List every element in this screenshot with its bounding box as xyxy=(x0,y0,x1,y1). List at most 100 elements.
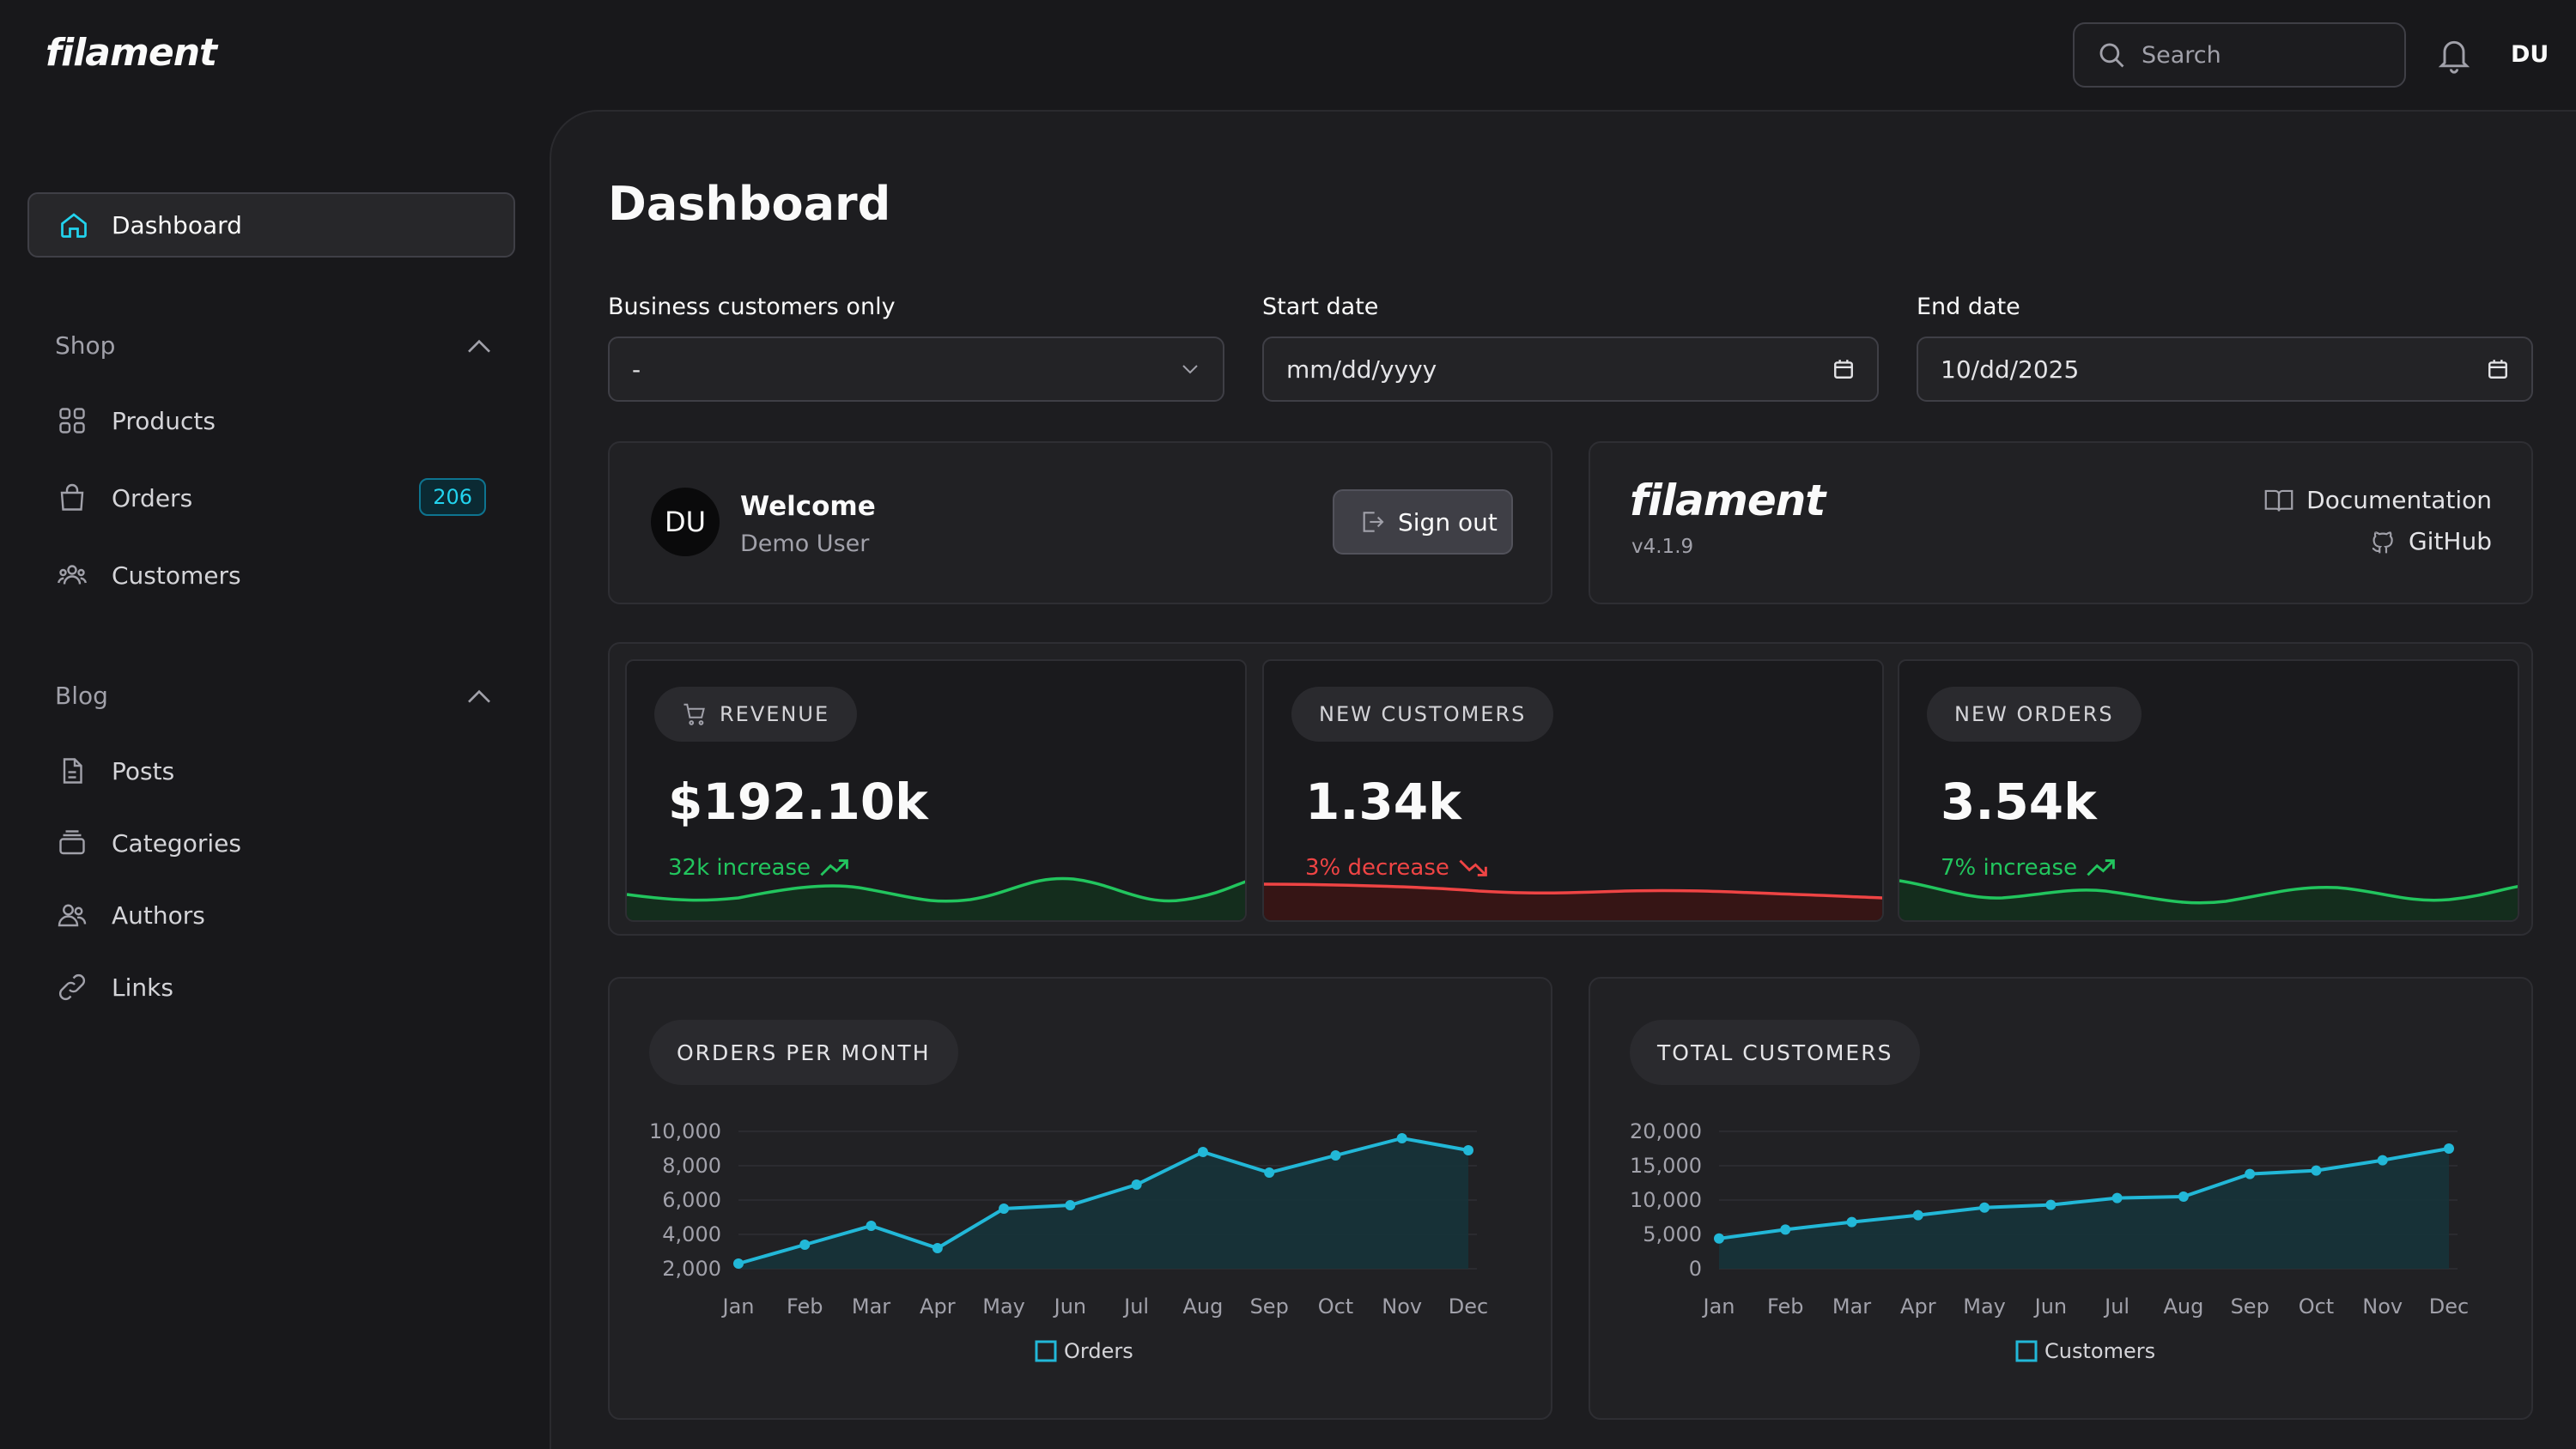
data-point[interactable] xyxy=(1780,1224,1791,1235)
trending-up-icon xyxy=(2087,859,2115,876)
x-tick-label: Jun xyxy=(1053,1294,1087,1319)
sidebar-item-customers[interactable]: Customers xyxy=(57,549,503,601)
sidebar-group-label: Blog xyxy=(55,682,108,710)
stat-description-text: 32k increase xyxy=(668,855,811,881)
data-point[interactable] xyxy=(2178,1191,2189,1202)
data-point[interactable] xyxy=(2045,1199,2057,1210)
y-tick-label: 5,000 xyxy=(1643,1222,1702,1246)
start-date-value: mm/dd/yyyy xyxy=(1286,355,1437,384)
data-point[interactable] xyxy=(932,1243,943,1253)
data-point[interactable] xyxy=(1979,1202,1990,1213)
sidebar-item-label: Posts xyxy=(112,756,175,785)
x-tick-label: Apr xyxy=(920,1294,956,1319)
x-tick-label: Jul xyxy=(2103,1294,2129,1319)
main-content: Dashboard Business customers only Start … xyxy=(550,110,2576,1449)
calendar-icon[interactable] xyxy=(1832,358,1855,380)
data-point[interactable] xyxy=(1912,1210,1923,1221)
end-date-label: End date xyxy=(1917,294,2020,320)
data-point[interactable] xyxy=(866,1221,877,1231)
stat-label: REVENUE xyxy=(720,702,830,726)
users-group-icon xyxy=(58,565,87,585)
data-point[interactable] xyxy=(1714,1233,1724,1244)
y-tick-label: 10,000 xyxy=(649,1119,721,1143)
data-point[interactable] xyxy=(1463,1145,1473,1155)
chart-legend[interactable]: Orders xyxy=(1035,1339,1133,1363)
sidebar-item-posts[interactable]: Posts xyxy=(57,745,503,797)
sidebar-item-label: Customers xyxy=(112,561,241,590)
data-point[interactable] xyxy=(1330,1150,1341,1161)
y-tick-label: 4,000 xyxy=(662,1222,721,1246)
welcome-title: Welcome xyxy=(740,491,876,522)
stat-description: 32k increase xyxy=(668,855,850,881)
x-tick-label: Feb xyxy=(1767,1294,1804,1319)
chevron-up-icon xyxy=(468,689,490,703)
sidebar-group-shop[interactable]: Shop xyxy=(55,331,493,360)
customers-chart-widget: TOTAL CUSTOMERS 20,000 15,000 10,000 5,000 0… xyxy=(1589,977,2533,1420)
user-menu-button[interactable]: DU xyxy=(2511,41,2549,68)
data-point[interactable] xyxy=(2377,1155,2388,1166)
trending-down-icon xyxy=(1459,859,1487,876)
data-point[interactable] xyxy=(799,1240,811,1250)
x-tick-label: Aug xyxy=(2163,1294,2203,1319)
sidebar-item-categories[interactable]: Categories xyxy=(57,817,503,869)
calendar-icon[interactable] xyxy=(2487,358,2509,380)
x-tick-label: Nov xyxy=(2362,1294,2403,1319)
data-point[interactable] xyxy=(2245,1168,2256,1179)
x-tick-label: Mar xyxy=(852,1294,890,1319)
data-point[interactable] xyxy=(1197,1147,1208,1157)
y-tick-label: 10,000 xyxy=(1630,1188,1702,1212)
x-tick-label: May xyxy=(982,1294,1025,1319)
chart-legend[interactable]: Customers xyxy=(2015,1339,2155,1363)
data-point[interactable] xyxy=(2111,1192,2123,1203)
stat-label-pill: REVENUE xyxy=(654,687,858,742)
notifications-button[interactable] xyxy=(2435,34,2473,79)
x-tick-label: Jan xyxy=(1702,1294,1735,1319)
data-point[interactable] xyxy=(2444,1143,2454,1154)
business-customers-select[interactable]: - xyxy=(608,336,1224,402)
x-tick-label: Jul xyxy=(1122,1294,1149,1319)
data-point[interactable] xyxy=(999,1203,1010,1214)
x-tick-label: Nov xyxy=(1382,1294,1422,1319)
sidebar: Dashboard Shop Products Orders 206 Custo… xyxy=(0,112,550,1449)
sidebar-item-label: Orders xyxy=(112,483,193,512)
sidebar-item-links[interactable]: Links xyxy=(57,961,503,1013)
y-tick-label: 15,000 xyxy=(1630,1154,1702,1178)
documentation-link[interactable]: Documentation xyxy=(2263,486,2492,514)
data-point[interactable] xyxy=(1065,1200,1076,1210)
data-point[interactable] xyxy=(1264,1167,1275,1178)
stat-label: NEW ORDERS xyxy=(1954,702,2114,726)
x-tick-label: Jun xyxy=(2033,1294,2068,1319)
sidebar-item-label: Products xyxy=(112,406,216,435)
orders-chart-widget: ORDERS PER MONTH 10,000 8,000 6,000 4,000 2,… xyxy=(608,977,1552,1420)
chevron-down-icon xyxy=(1182,365,1198,374)
sidebar-item-authors[interactable]: Authors xyxy=(57,889,503,941)
github-label: GitHub xyxy=(2408,527,2492,555)
app-logo[interactable]: filament xyxy=(46,31,217,75)
x-tick-label: Aug xyxy=(1182,1294,1223,1319)
end-date-input[interactable]: 10/dd/2025 xyxy=(1917,336,2533,402)
sidebar-group-blog[interactable]: Blog xyxy=(55,682,493,710)
stat-value: 3.54k xyxy=(1941,773,2097,831)
sidebar-item-dashboard[interactable]: Dashboard xyxy=(27,192,515,258)
data-point[interactable] xyxy=(1846,1216,1857,1228)
github-link[interactable]: GitHub xyxy=(2369,527,2492,555)
x-tick-label: Jan xyxy=(721,1294,755,1319)
data-point[interactable] xyxy=(2311,1165,2322,1176)
data-point[interactable] xyxy=(1131,1179,1142,1190)
series-area xyxy=(1719,1149,2449,1269)
grid-icon xyxy=(59,408,85,433)
y-tick-label: 2,000 xyxy=(662,1257,721,1281)
bell-icon xyxy=(2438,40,2470,74)
data-point[interactable] xyxy=(733,1258,744,1269)
orders-count-badge: 206 xyxy=(419,478,486,516)
x-tick-label: Mar xyxy=(1832,1294,1871,1319)
start-date-input[interactable]: mm/dd/yyyy xyxy=(1262,336,1879,402)
sign-out-button[interactable]: Sign out xyxy=(1333,489,1513,555)
sidebar-item-products[interactable]: Products xyxy=(57,395,503,446)
search-input[interactable]: Search xyxy=(2073,22,2406,88)
x-tick-label: Oct xyxy=(2299,1294,2335,1319)
documentation-label: Documentation xyxy=(2306,486,2492,514)
sidebar-item-orders[interactable]: Orders 206 xyxy=(57,472,503,524)
data-point[interactable] xyxy=(1396,1133,1407,1143)
